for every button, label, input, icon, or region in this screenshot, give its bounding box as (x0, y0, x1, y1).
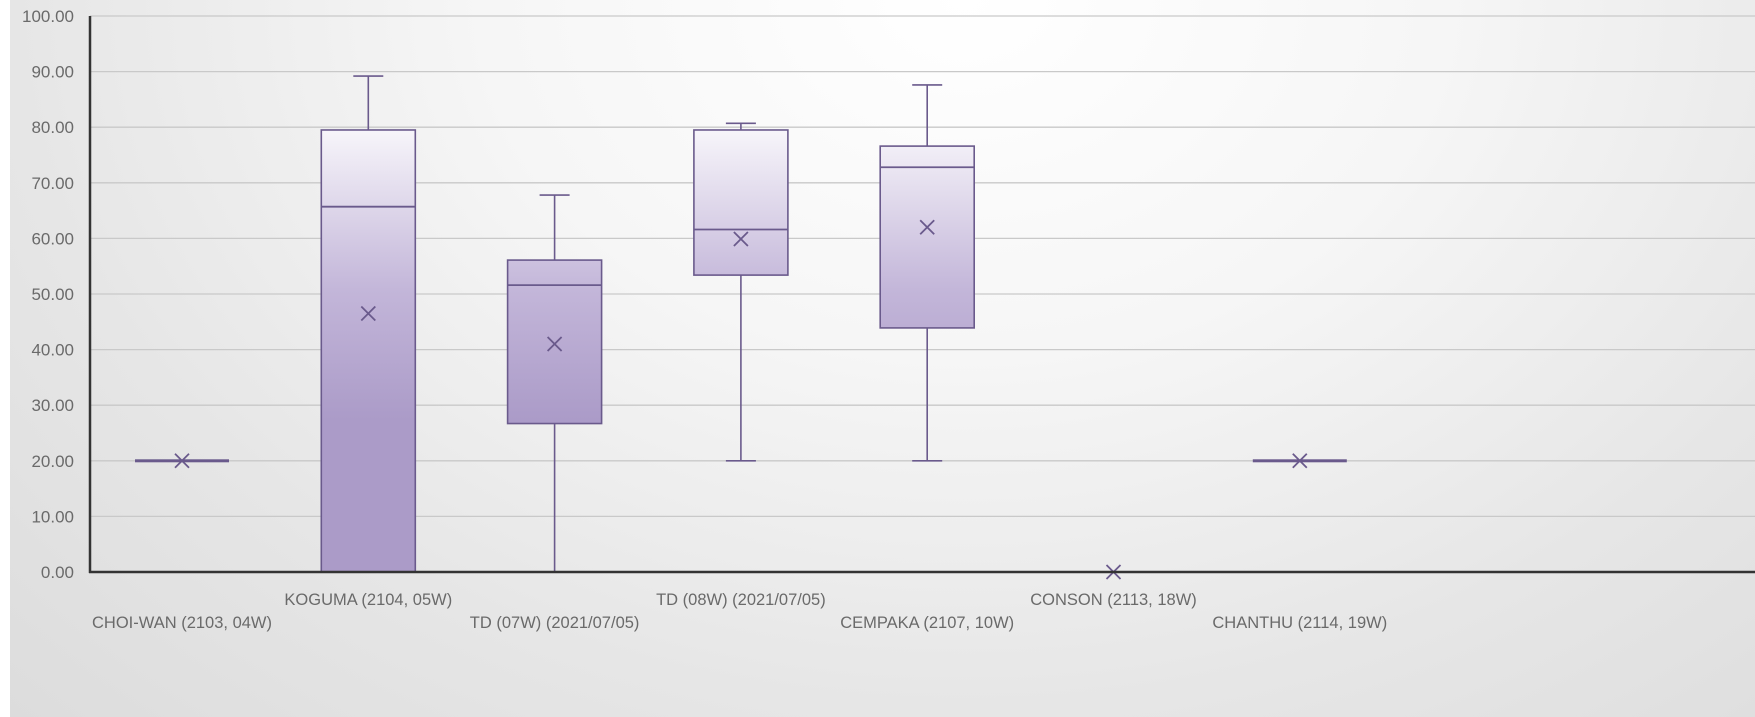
box-series-1 (320, 75, 417, 573)
y-tick-label: 50.00 (31, 285, 74, 304)
y-tick-label: 10.00 (31, 507, 74, 526)
box (320, 129, 417, 573)
y-tick-label: 20.00 (31, 452, 74, 471)
category-label: CHANTHU (2114, 19W) (1212, 614, 1387, 632)
mean-marker (1292, 453, 1308, 469)
boxes (135, 75, 1347, 580)
category-label: CONSON (2113, 18W) (1030, 591, 1197, 609)
category-label: CEMPAKA (2107, 10W) (840, 614, 1014, 632)
category-label: TD (07W) (2021/07/05) (470, 614, 640, 632)
box-series-3 (693, 122, 789, 462)
mean-marker (546, 336, 563, 352)
box (879, 145, 976, 329)
mean-marker (174, 453, 190, 469)
x-axis-labels: CHOI-WAN (2103, 04W) KOGUMA (2104, 05W) TD… (92, 591, 1387, 632)
y-tick-label: 70.00 (31, 174, 74, 193)
category-label: CHOI-WAN (2103, 04W) (92, 614, 272, 632)
y-tick-label: 80.00 (31, 118, 74, 137)
y-axis-ticks: 0.00 10.00 20.00 30.00 40.00 50.00 60.00 70.00 8… (22, 7, 74, 582)
axes (88, 16, 1755, 574)
y-tick-label: 0.00 (41, 563, 74, 582)
y-tick-label: 100.00 (22, 7, 74, 26)
category-label: KOGUMA (2104, 05W) (284, 591, 452, 609)
y-tick-label: 90.00 (31, 63, 74, 82)
mean-marker (733, 231, 749, 247)
category-label: TD (08W) (2021/07/05) (656, 591, 826, 609)
box-series-6 (1252, 453, 1347, 469)
box (506, 259, 603, 425)
box (693, 129, 789, 276)
y-tick-label: 60.00 (31, 229, 74, 248)
y-tick-label: 40.00 (31, 341, 74, 360)
box-series-2 (506, 194, 603, 572)
mean-marker (919, 219, 935, 235)
y-tick-label: 30.00 (31, 396, 74, 415)
mean-marker (360, 305, 376, 322)
box-series-4 (879, 84, 976, 462)
box-series-0 (135, 453, 229, 469)
